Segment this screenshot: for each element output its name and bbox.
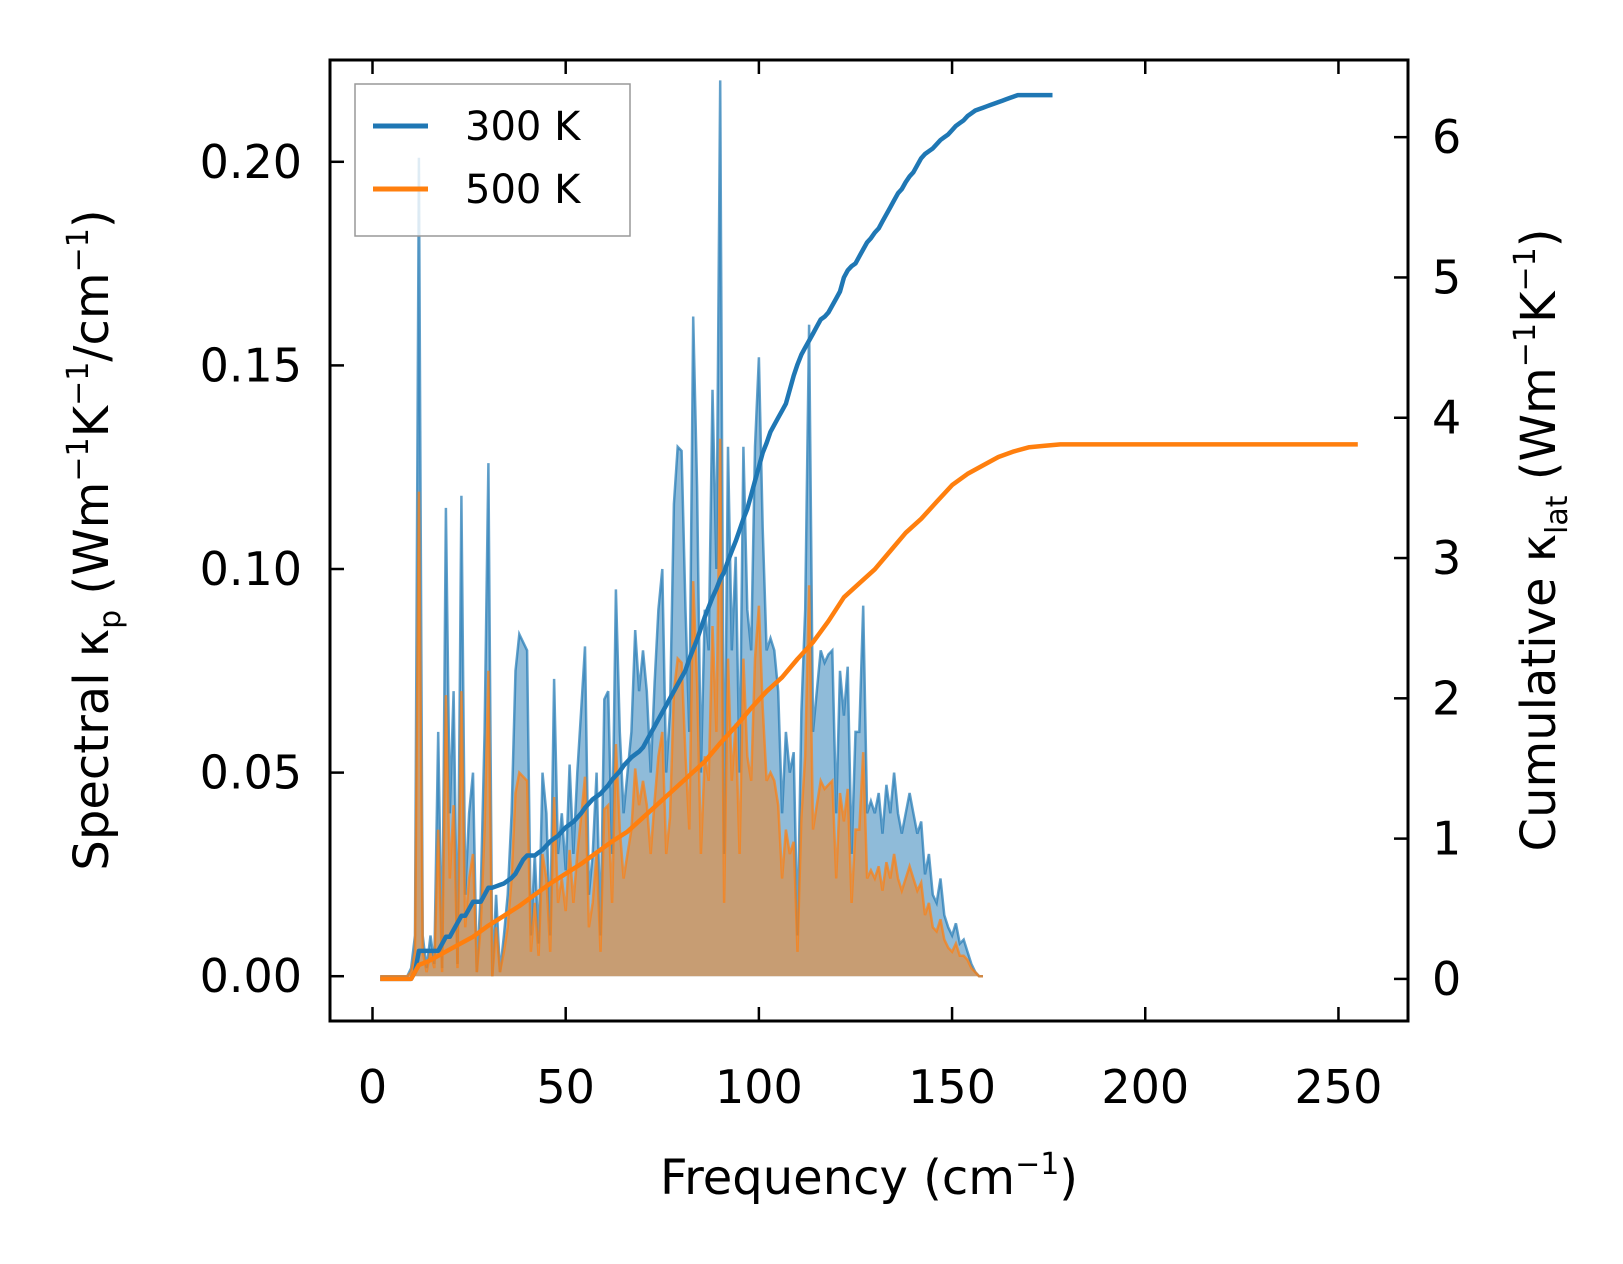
cumulative-line-500k (380, 442, 1358, 982)
spectral-area-300k (380, 80, 983, 977)
legend: 300 K 500 K (354, 83, 631, 237)
x-tick-label: 150 (908, 1060, 996, 1114)
ticks-layer: 0 50 100 150 200 250 0.00 0.05 0.10 0.15 0.20 0 1 2 3 4… (200, 60, 1461, 1114)
x-tick-label: 200 (1101, 1060, 1189, 1114)
left-tick-label: 0.00 (200, 949, 302, 1003)
x-tick-label: 0 (358, 1060, 387, 1114)
spectral-line-500k (380, 438, 983, 978)
right-tick-label: 6 (1432, 110, 1461, 164)
right-tick-label: 3 (1432, 531, 1461, 585)
right-tick-label: 5 (1432, 250, 1461, 304)
right-tick-label: 2 (1432, 671, 1461, 725)
plot-frame (328, 58, 1410, 1023)
x-tick-label: 50 (536, 1060, 595, 1114)
legend-box (354, 83, 631, 237)
right-tick-label: 4 (1432, 391, 1461, 445)
right-tick-label: 0 (1432, 952, 1461, 1006)
cumulative-layer (380, 92, 1358, 982)
left-axis-title: Spectral κp (Wm−1K−1/cm−1) (61, 209, 128, 870)
cumulative-line-300k (380, 92, 1053, 982)
legend-label-500k: 500 K (465, 167, 582, 213)
right-axis-title: Cumulative κlat (Wm−1K−1) (1508, 229, 1575, 852)
spectral-area-500k (380, 438, 983, 977)
left-tick-label: 0.20 (200, 135, 302, 189)
legend-label-300k: 300 K (465, 104, 582, 150)
left-tick-label: 0.05 (200, 746, 302, 800)
x-tick-label: 250 (1295, 1060, 1383, 1114)
left-tick-label: 0.10 (200, 542, 302, 596)
x-axis-title: Frequency (cm−1) (660, 1147, 1078, 1206)
left-tick-label: 0.15 (200, 338, 302, 392)
x-tick-label: 100 (715, 1060, 803, 1114)
spectral-layer (380, 80, 983, 978)
right-tick-label: 1 (1432, 812, 1461, 866)
